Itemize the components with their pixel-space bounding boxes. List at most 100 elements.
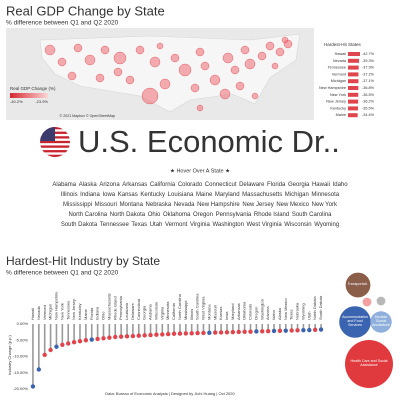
state-link[interactable]: Hawaii	[312, 182, 330, 188]
state-link[interactable]: Montana	[120, 202, 144, 208]
state-link[interactable]: Vermont	[165, 222, 188, 228]
state-name: Nevada	[333, 59, 347, 63]
state-value: -37.1%	[362, 79, 375, 83]
state-link[interactable]: Oklahoma	[163, 212, 191, 218]
state-link[interactable]: Mississippi	[63, 202, 92, 208]
state-name: New Hampshire	[319, 86, 346, 90]
dot	[148, 332, 153, 338]
state-link[interactable]: Tennessee	[100, 222, 130, 228]
x-tick-label: Missouri	[212, 305, 217, 320]
industry-label: Transportati..	[348, 282, 368, 287]
map-title: Real GDP Change by State	[6, 3, 165, 18]
dot	[283, 328, 288, 333]
dot	[230, 329, 236, 335]
dot	[218, 330, 224, 335]
map[interactable]: Real GDP Change (%) © 2021 Mapbox © Open…	[6, 28, 314, 120]
state-link[interactable]: Maine	[196, 192, 213, 198]
map-bubble	[113, 51, 127, 65]
state-link[interactable]: South Carolina	[292, 212, 332, 218]
state-link[interactable]: Alabama	[52, 182, 76, 188]
state-value: -37.2%	[362, 72, 375, 76]
dot	[171, 331, 177, 336]
state-link[interactable]: Arizona	[99, 182, 120, 188]
state-link[interactable]: Missouri	[95, 202, 117, 208]
state-link[interactable]: Iowa	[102, 192, 115, 198]
x-tick-label: Connecticut	[136, 298, 141, 320]
x-tick-label: Iowa	[224, 311, 229, 320]
state-link[interactable]: Colorado	[178, 182, 203, 188]
state-link[interactable]: Louisiana	[168, 192, 194, 198]
state-link[interactable]: West Virginia	[247, 222, 283, 228]
state-link[interactable]: Arkansas	[122, 182, 147, 188]
state-bar	[348, 99, 359, 104]
state-link[interactable]: Ohio	[148, 212, 161, 218]
state-link[interactable]: New Jersey	[242, 202, 273, 208]
map-bubble	[240, 45, 250, 55]
dot	[154, 332, 159, 337]
state-link[interactable]: Pennsylvania	[216, 212, 252, 218]
dot	[207, 330, 212, 335]
dot	[60, 342, 65, 347]
map-bubble	[257, 51, 267, 61]
industry-bubble	[376, 296, 386, 306]
state-link[interactable]: Utah	[150, 222, 163, 228]
state-link[interactable]: Virginia	[190, 222, 211, 228]
map-bubble	[156, 42, 164, 50]
dot	[177, 331, 183, 336]
state-bar	[348, 92, 359, 97]
state-link[interactable]: Kansas	[118, 192, 138, 198]
x-tick-label: Wyoming	[300, 303, 305, 320]
state-link[interactable]: Kentucky	[140, 192, 165, 198]
state-link[interactable]: Massachusetts	[242, 192, 282, 198]
dot	[54, 344, 59, 349]
state-link[interactable]: New Hampshire	[197, 202, 240, 208]
state-link[interactable]: Nebraska	[146, 202, 172, 208]
x-tick-label: Vermont	[42, 304, 47, 320]
x-tick-label: Maryland	[230, 304, 235, 320]
state-bar	[348, 52, 360, 56]
state-link[interactable]: North Dakota	[110, 212, 146, 218]
map-bubble	[235, 81, 245, 91]
state-link[interactable]: New Mexico	[276, 202, 309, 208]
state-link[interactable]: Delaware	[239, 182, 265, 188]
state-link[interactable]: North Carolina	[68, 212, 107, 218]
industry-label: Durable Goods Manufacturing	[372, 315, 389, 327]
state-link[interactable]: Nevada	[174, 202, 195, 208]
state-link[interactable]: New York	[312, 202, 338, 208]
industry-bubble	[370, 311, 392, 333]
state-link[interactable]: Illinois	[61, 192, 78, 198]
map-legend-title: Real GDP Change (%)	[10, 86, 56, 91]
state-link[interactable]: South Dakota	[61, 222, 98, 228]
x-tick-label: Alabama	[148, 303, 153, 320]
state-link[interactable]: California	[150, 182, 176, 188]
state-link[interactable]: Indiana	[80, 192, 100, 198]
state-link[interactable]: Florida	[267, 182, 286, 188]
state-link[interactable]: Minnesota	[311, 192, 339, 198]
state-link[interactable]: Michigan	[285, 192, 309, 198]
state-link[interactable]: Alaska	[79, 182, 98, 188]
state-link[interactable]: Connecticut	[205, 182, 237, 188]
dot	[165, 331, 171, 337]
state-link[interactable]: Georgia	[288, 182, 310, 188]
state-link[interactable]: Idaho	[333, 182, 349, 188]
dot	[89, 337, 94, 342]
state-name: Michigan	[331, 79, 346, 83]
state-link[interactable]: Washington	[212, 222, 243, 228]
state-link[interactable]: Oregon	[193, 212, 213, 218]
state-link[interactable]: Wyoming	[314, 222, 339, 228]
x-tick-label: Mississippi	[183, 301, 188, 320]
state-link[interactable]: Texas	[131, 222, 147, 228]
state-link[interactable]: Rhode Island	[254, 212, 289, 218]
industry-label-box: Transportati..	[348, 282, 368, 287]
x-tick-label: Arkansas	[236, 303, 241, 320]
map-bubble	[200, 61, 210, 71]
state-link[interactable]: Wisconsin	[284, 222, 311, 228]
x-tick-label: Ohio	[101, 311, 106, 320]
industry-label: Health Care and Social Assistance	[350, 359, 388, 367]
map-bubble	[265, 41, 275, 51]
x-tick-label: Kentucky	[77, 304, 82, 320]
state-link[interactable]: Maryland	[215, 192, 240, 198]
map-bubble	[125, 75, 135, 85]
x-tick-label: Nevada	[36, 305, 41, 320]
map-bubble	[170, 53, 180, 63]
